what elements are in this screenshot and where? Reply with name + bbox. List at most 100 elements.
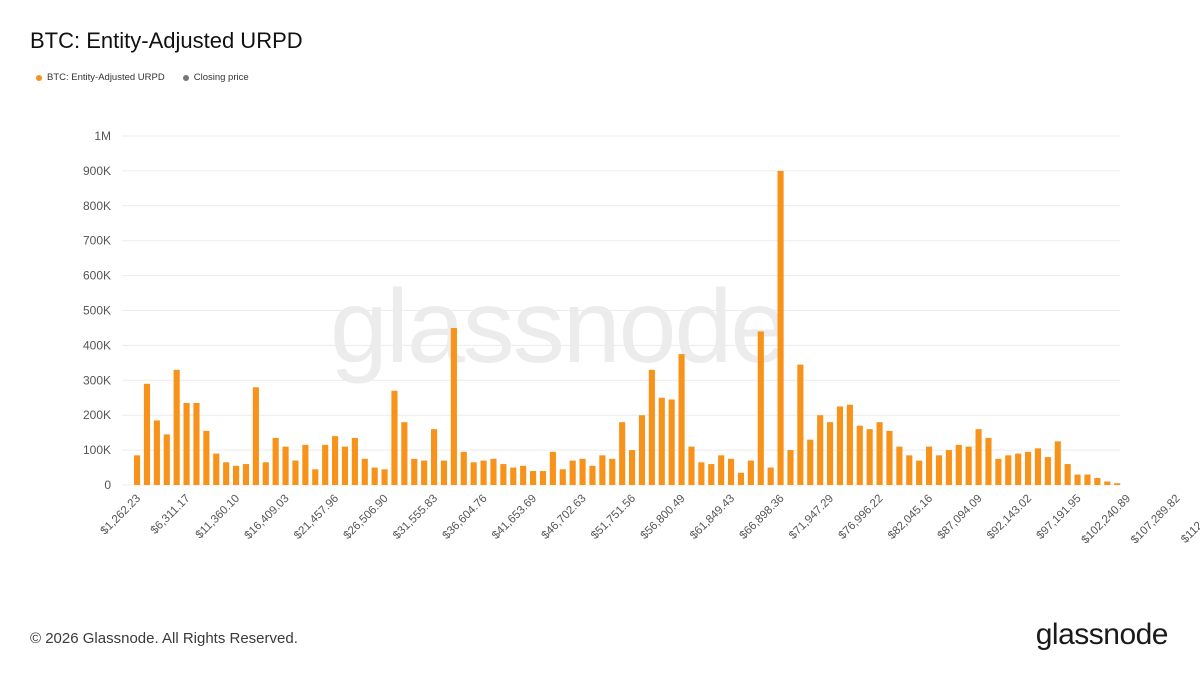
- urpd-bar[interactable]: [351, 437, 358, 485]
- urpd-bar[interactable]: [609, 458, 616, 485]
- urpd-bar[interactable]: [708, 464, 715, 485]
- urpd-bar[interactable]: [1054, 441, 1061, 486]
- urpd-bar[interactable]: [292, 460, 299, 485]
- urpd-bar[interactable]: [163, 434, 170, 485]
- urpd-bar[interactable]: [1015, 453, 1022, 485]
- urpd-bar[interactable]: [668, 399, 675, 486]
- urpd-bar[interactable]: [757, 331, 764, 485]
- urpd-bar[interactable]: [361, 458, 368, 485]
- urpd-bar[interactable]: [480, 460, 487, 485]
- urpd-bar[interactable]: [332, 436, 339, 485]
- urpd-bar[interactable]: [747, 460, 754, 485]
- urpd-bar[interactable]: [599, 455, 606, 485]
- urpd-bar[interactable]: [638, 415, 646, 485]
- urpd-bar[interactable]: [1005, 455, 1012, 485]
- urpd-bar[interactable]: [787, 450, 794, 485]
- urpd-bar[interactable]: [539, 471, 547, 485]
- urpd-bar[interactable]: [391, 390, 398, 485]
- urpd-bar[interactable]: [193, 402, 200, 485]
- urpd-bar[interactable]: [836, 406, 844, 485]
- urpd-bar[interactable]: [500, 464, 507, 485]
- urpd-bar[interactable]: [401, 422, 408, 485]
- urpd-bar[interactable]: [411, 458, 418, 485]
- urpd-bar[interactable]: [440, 460, 448, 485]
- urpd-bar[interactable]: [985, 437, 992, 485]
- urpd-bar[interactable]: [530, 471, 537, 485]
- urpd-bar[interactable]: [767, 467, 774, 485]
- urpd-bar[interactable]: [797, 364, 804, 485]
- urpd-bar[interactable]: [737, 472, 745, 485]
- urpd-bar[interactable]: [173, 369, 180, 485]
- urpd-bar[interactable]: [807, 439, 814, 485]
- urpd-bar[interactable]: [658, 397, 665, 485]
- urpd-bar[interactable]: [341, 446, 349, 485]
- urpd-bar[interactable]: [629, 450, 636, 485]
- legend-item-closing-price[interactable]: Closing price: [182, 72, 249, 83]
- urpd-bar[interactable]: [490, 458, 497, 485]
- urpd-bar[interactable]: [589, 465, 596, 485]
- urpd-bar[interactable]: [856, 425, 863, 485]
- urpd-bar[interactable]: [866, 429, 873, 485]
- urpd-bar[interactable]: [242, 464, 250, 485]
- urpd-bar[interactable]: [450, 327, 457, 485]
- urpd-bar[interactable]: [381, 469, 388, 485]
- urpd-bar[interactable]: [728, 458, 735, 485]
- urpd-bar[interactable]: [153, 420, 160, 485]
- urpd-bar[interactable]: [975, 429, 982, 485]
- urpd-bar[interactable]: [817, 415, 824, 485]
- urpd-bar[interactable]: [134, 455, 141, 485]
- urpd-bar[interactable]: [945, 450, 952, 485]
- urpd-bar[interactable]: [1064, 464, 1071, 485]
- urpd-bar[interactable]: [955, 444, 962, 485]
- urpd-bar[interactable]: [718, 455, 725, 485]
- urpd-bar[interactable]: [282, 446, 289, 485]
- urpd-bar[interactable]: [1094, 478, 1101, 485]
- urpd-bar[interactable]: [262, 462, 269, 485]
- urpd-bar[interactable]: [1034, 448, 1042, 485]
- urpd-bar[interactable]: [648, 369, 655, 485]
- urpd-bar[interactable]: [906, 455, 913, 485]
- urpd-bar[interactable]: [470, 462, 477, 485]
- urpd-bar[interactable]: [431, 429, 438, 485]
- urpd-bar[interactable]: [520, 465, 527, 485]
- urpd-bar[interactable]: [678, 354, 685, 486]
- urpd-bar[interactable]: [510, 467, 517, 485]
- urpd-bar[interactable]: [896, 446, 903, 485]
- urpd-bar[interactable]: [143, 383, 151, 485]
- urpd-bar[interactable]: [995, 458, 1002, 485]
- urpd-bar[interactable]: [322, 444, 329, 485]
- legend-item-urpd[interactable]: BTC: Entity-Adjusted URPD: [36, 72, 165, 83]
- urpd-bar[interactable]: [827, 422, 834, 485]
- urpd-bar[interactable]: [312, 469, 319, 485]
- urpd-bar[interactable]: [549, 451, 556, 485]
- urpd-bar[interactable]: [203, 430, 210, 485]
- urpd-bar[interactable]: [579, 458, 586, 485]
- urpd-bar[interactable]: [1104, 481, 1111, 485]
- urpd-bar[interactable]: [916, 460, 923, 485]
- urpd-bar[interactable]: [886, 430, 893, 485]
- urpd-bar[interactable]: [1044, 457, 1051, 485]
- urpd-bar[interactable]: [846, 404, 853, 485]
- urpd-bar[interactable]: [926, 446, 933, 485]
- urpd-bar[interactable]: [460, 451, 467, 485]
- urpd-bar[interactable]: [1074, 474, 1081, 485]
- urpd-bar[interactable]: [619, 422, 626, 485]
- urpd-bar[interactable]: [213, 453, 220, 485]
- urpd-bar[interactable]: [302, 444, 309, 485]
- urpd-bar[interactable]: [233, 465, 240, 485]
- urpd-bar[interactable]: [569, 460, 576, 485]
- urpd-bar[interactable]: [421, 460, 428, 485]
- urpd-bar[interactable]: [272, 437, 279, 485]
- urpd-bar[interactable]: [935, 455, 943, 485]
- urpd-bar[interactable]: [183, 402, 190, 485]
- urpd-bar[interactable]: [559, 469, 566, 485]
- urpd-bar[interactable]: [1114, 483, 1121, 485]
- urpd-bar[interactable]: [698, 462, 705, 485]
- urpd-bar[interactable]: [252, 387, 259, 485]
- urpd-bar[interactable]: [1084, 474, 1091, 485]
- urpd-bar[interactable]: [965, 446, 972, 485]
- urpd-bar[interactable]: [777, 170, 784, 485]
- urpd-bar[interactable]: [223, 462, 230, 485]
- urpd-bar[interactable]: [876, 422, 883, 485]
- urpd-bar[interactable]: [1025, 451, 1032, 485]
